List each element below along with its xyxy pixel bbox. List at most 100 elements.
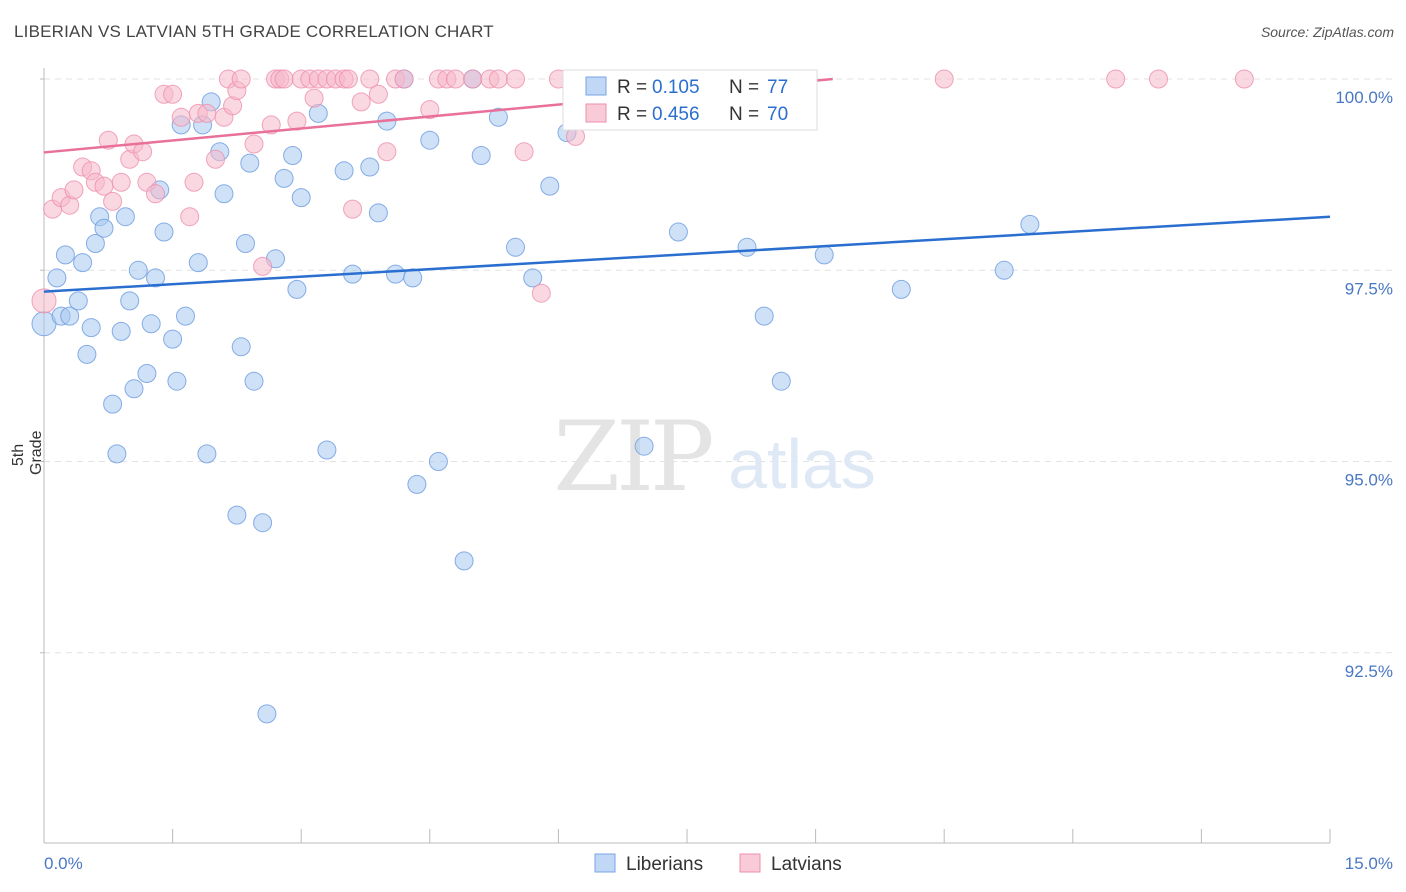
point-latvians-9 [98, 130, 118, 150]
point-latvians-56 [463, 69, 483, 89]
point-latvians-51 [394, 69, 414, 89]
legend-n-label-1: N = [729, 77, 759, 98]
x-tick-label-1: 15.0% [1345, 854, 1393, 873]
point-liberians-30 [197, 444, 217, 464]
point-liberians-48 [334, 161, 354, 181]
point-latvians-10 [103, 191, 123, 211]
point-liberians-12 [103, 394, 123, 414]
legend-n-value-2: 70 [767, 104, 788, 125]
point-latvians-45 [343, 199, 363, 219]
point-liberians-3 [55, 245, 75, 265]
point-liberians-40 [257, 704, 277, 724]
point-latvians-67 [1106, 69, 1126, 89]
bottom-legend-swatch-latvians [739, 853, 761, 873]
point-latvians-4 [64, 180, 84, 200]
point-latvians-0 [31, 288, 57, 314]
watermark: ZIP atlas [553, 401, 876, 513]
point-latvians-32 [261, 115, 281, 135]
point-liberians-4 [60, 306, 80, 326]
source-label: Source: ZipAtlas.com [1260, 24, 1394, 40]
bottom-legend-label-liberians: Liberians [626, 854, 703, 875]
point-liberians-23 [154, 222, 174, 242]
point-liberians-65 [540, 176, 560, 196]
trend-line-liberians [43, 215, 1331, 293]
point-liberians-28 [188, 253, 208, 273]
point-liberians-71 [754, 306, 774, 326]
point-liberians-19 [137, 364, 157, 383]
point-liberians-50 [360, 157, 380, 177]
point-liberians-17 [124, 379, 144, 399]
point-liberians-8 [81, 318, 101, 338]
point-latvians-21 [184, 172, 204, 192]
point-liberians-61 [471, 146, 491, 165]
point-liberians-59 [454, 551, 474, 571]
point-liberians-20 [141, 314, 161, 334]
point-liberians-57 [420, 130, 440, 150]
point-liberians-5 [68, 291, 88, 311]
point-latvians-16 [146, 184, 165, 204]
point-latvians-39 [304, 88, 324, 108]
point-latvians-68 [1149, 69, 1168, 89]
point-latvians-66 [934, 69, 954, 89]
chart-title: LIBERIAN VS LATVIAN 5TH GRADE CORRELATIO… [14, 22, 494, 41]
point-liberians-70 [737, 237, 757, 257]
point-liberians-73 [814, 245, 834, 265]
point-liberians-69 [668, 222, 688, 242]
point-latvians-49 [377, 142, 397, 162]
legend-r-label-1: R = [617, 77, 647, 98]
point-latvians-55 [446, 69, 465, 89]
point-liberians-38 [244, 371, 264, 391]
point-liberians-55 [403, 268, 423, 288]
legend-r-value-2: 0.456 [652, 104, 700, 125]
point-latvians-59 [506, 69, 525, 89]
data-points [31, 69, 1254, 724]
point-liberians-37 [240, 153, 260, 173]
y-tick-label-3: 100.0% [1335, 88, 1393, 107]
point-latvians-69 [1234, 69, 1254, 89]
tick-labels: 92.5% 95.0% 97.5% 100.0% 0.0% 15.0% [44, 88, 1393, 873]
watermark-atlas: atlas [728, 425, 876, 503]
point-liberians-62 [488, 107, 508, 127]
point-liberians-27 [176, 306, 195, 326]
point-liberians-1 [47, 268, 67, 288]
point-liberians-35 [231, 337, 251, 357]
point-latvians-61 [531, 283, 551, 303]
point-liberians-47 [317, 440, 337, 460]
point-latvians-29 [231, 69, 251, 89]
point-liberians-15 [115, 207, 135, 227]
legend-r-label-2: R = [617, 104, 647, 125]
point-latvians-11 [111, 172, 131, 192]
point-liberians-68 [634, 436, 654, 456]
series-latvians [31, 69, 1254, 314]
point-liberians-6 [73, 253, 93, 273]
point-liberians-44 [287, 279, 307, 299]
point-latvians-24 [206, 149, 225, 169]
point-liberians-43 [283, 146, 303, 165]
point-liberians-21 [146, 268, 165, 288]
point-latvians-20 [180, 207, 200, 227]
point-liberians-72 [771, 371, 791, 391]
point-liberians-14 [111, 321, 131, 341]
point-latvians-19 [171, 107, 191, 127]
bottom-legend: Liberians Latvians [594, 853, 842, 875]
point-liberians-36 [236, 234, 255, 253]
axes [40, 68, 1331, 844]
legend-swatch-liberians [585, 76, 607, 96]
point-liberians-11 [94, 218, 114, 238]
legend-n-value-1: 77 [767, 77, 788, 98]
point-liberians-45 [291, 188, 311, 208]
point-liberians-39 [253, 513, 273, 533]
point-liberians-9 [85, 234, 105, 253]
point-latvians-30 [244, 134, 264, 154]
y-tick-label-1: 95.0% [1345, 471, 1393, 490]
legend-n-label-2: N = [729, 104, 759, 125]
point-liberians-25 [167, 371, 187, 391]
point-liberians-64 [523, 268, 543, 288]
bottom-legend-swatch-liberians [594, 853, 616, 873]
point-latvians-44 [338, 69, 358, 89]
series-liberians [31, 69, 1040, 724]
point-liberians-34 [227, 505, 247, 525]
point-latvians-52 [420, 100, 440, 120]
y-tick-label-0: 92.5% [1345, 662, 1393, 681]
